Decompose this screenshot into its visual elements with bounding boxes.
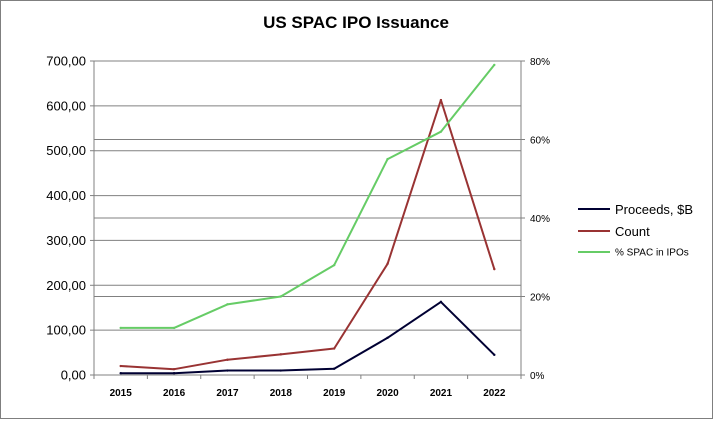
data-point: [386, 157, 389, 161]
series-line-proceeds-b: [120, 300, 496, 375]
y-left-tick-label: 300,00: [46, 233, 86, 248]
data-point: [493, 267, 496, 271]
y-right-tick-label: 60%: [530, 136, 550, 147]
data-point: [493, 353, 496, 357]
y-left-tick-label: 200,00: [46, 278, 86, 293]
y-left-tick-label: 0,00: [61, 368, 86, 383]
data-point: [226, 303, 229, 306]
data-point: [226, 358, 229, 361]
x-tick-label: 2015: [110, 388, 133, 399]
y-right-tick-label: 20%: [530, 293, 550, 304]
y-right-tick-label: 0%: [530, 371, 545, 382]
legend-label: % SPAC in IPOs: [615, 248, 689, 259]
data-point: [172, 372, 176, 375]
x-tick-label: 2016: [163, 388, 186, 399]
x-tick-label: 2021: [430, 388, 453, 399]
legend: Proceeds, $B Count % SPAC in IPOs: [578, 202, 693, 259]
chart-title: US SPAC IPO Issuance: [263, 13, 449, 32]
data-point: [119, 326, 122, 330]
data-point: [386, 262, 389, 265]
y-left-tick-label: 600,00: [46, 98, 86, 113]
data-point: [226, 369, 229, 372]
data-point: [119, 364, 122, 368]
y-left-tick-label: 100,00: [46, 323, 86, 338]
data-point: [332, 263, 336, 267]
data-point: [332, 347, 336, 350]
data-point: [172, 367, 176, 371]
x-tick-label: 2020: [376, 388, 399, 399]
legend-label: Count: [615, 224, 650, 239]
data-point: [439, 98, 443, 102]
y-left-tick-label: 500,00: [46, 143, 86, 158]
x-tick-label: 2018: [270, 388, 293, 399]
x-tick-label: 2022: [483, 388, 506, 399]
axes: 0,00 100,00 200,00 300,00 400,00 500,00 600,00…: [46, 54, 550, 400]
data-point: [172, 326, 176, 330]
data-point: [279, 369, 283, 372]
y-right-tick-label: 40%: [530, 214, 550, 225]
data-point: [439, 300, 443, 304]
data-point: [279, 295, 283, 298]
series-line-count: [120, 99, 496, 371]
gridlines: [93, 60, 522, 376]
y-left-tick-label: 400,00: [46, 188, 86, 203]
series-line-spac-in-ipos: [120, 64, 496, 329]
data-point: [386, 336, 389, 339]
series-lines: [119, 63, 496, 375]
legend-label: Proceeds, $B: [615, 202, 693, 217]
x-tick-label: 2017: [216, 388, 239, 399]
y-right-tick-label: 80%: [530, 57, 550, 68]
data-point: [493, 63, 496, 67]
y-left-tick-label: 700,00: [46, 54, 86, 69]
data-point: [279, 353, 283, 356]
x-tick-label: 2019: [323, 388, 346, 399]
data-point: [119, 372, 122, 375]
data-point: [332, 367, 336, 370]
data-point: [439, 130, 443, 133]
